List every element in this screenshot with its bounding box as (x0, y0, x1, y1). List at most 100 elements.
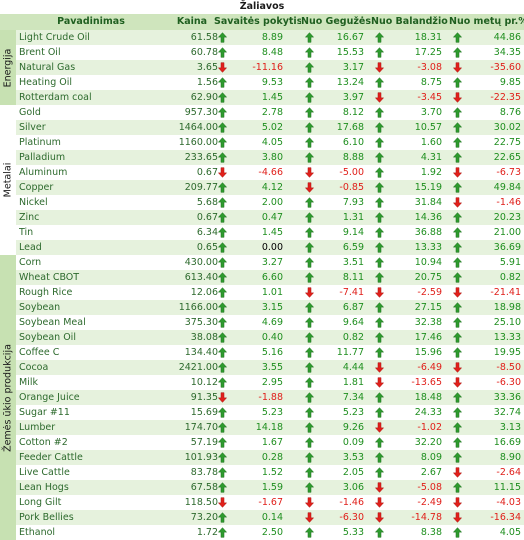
arrow-up-icon (216, 45, 228, 60)
arrow-up-icon (216, 360, 228, 375)
commodity-price: 430.00 (184, 257, 218, 268)
arrow-up-icon (216, 150, 228, 165)
arrow-up-icon (303, 30, 315, 45)
arrow-up-icon (373, 105, 385, 120)
arrow-up-icon (216, 480, 228, 495)
arrow-up-icon (216, 450, 228, 465)
arrow-up-icon (451, 135, 463, 150)
change-april: -1.02 (417, 422, 442, 433)
change-week: 14.18 (255, 422, 283, 433)
arrow-up-icon (303, 150, 315, 165)
arrow-up-icon (373, 345, 385, 360)
change-may: 3.17 (342, 62, 364, 73)
commodity-price: 83.78 (190, 467, 218, 478)
change-ytd: 22.75 (493, 137, 521, 148)
change-ytd: -8.50 (496, 362, 521, 373)
change-april: 10.94 (414, 257, 442, 268)
arrow-up-icon (451, 75, 463, 90)
arrow-down-icon (451, 510, 463, 525)
commodity-price: 6.34 (196, 227, 218, 238)
arrow-up-icon (373, 210, 385, 225)
commodity-name: Live Cattle (19, 467, 70, 478)
commodity-price: 57.19 (190, 437, 218, 448)
table-row: Wheat CBOT 613.40 6.60 8.11 20.75 0.82 (16, 270, 524, 285)
change-may: 6.87 (342, 302, 364, 313)
commodity-price: 134.40 (184, 347, 218, 358)
change-ytd: 20.23 (493, 212, 521, 223)
change-april: -6.49 (417, 362, 442, 373)
change-april: 27.15 (414, 302, 442, 313)
header-row: Pavadinimas Kaina Savaitės pokytis % Nuo… (0, 14, 524, 30)
commodity-price: 375.30 (184, 317, 218, 328)
change-week: 4.12 (261, 182, 283, 193)
arrow-up-icon (373, 315, 385, 330)
change-may: 4.44 (342, 362, 364, 373)
arrow-down-icon (216, 165, 228, 180)
commodity-name: Silver (19, 122, 46, 133)
commodity-name: Gold (19, 107, 41, 118)
change-may: -1.46 (339, 497, 364, 508)
change-week: 1.45 (261, 92, 283, 103)
commodity-name: Milk (19, 377, 38, 388)
table-row: Palladium 233.65 3.80 8.88 4.31 22.65 (16, 150, 524, 165)
commodity-name: Rough Rice (19, 287, 73, 298)
change-may: 2.05 (342, 467, 364, 478)
arrow-up-icon (216, 315, 228, 330)
arrow-up-icon (303, 120, 315, 135)
change-week: 0.40 (261, 332, 283, 343)
commodity-name: Lumber (19, 422, 56, 433)
change-ytd: -16.34 (490, 512, 521, 523)
commodity-price: 5.68 (196, 197, 218, 208)
change-may: 7.34 (342, 392, 364, 403)
change-april: 18.31 (414, 32, 442, 43)
change-ytd: 36.69 (493, 242, 521, 253)
arrow-up-icon (303, 240, 315, 255)
arrow-up-icon (303, 210, 315, 225)
arrow-up-icon (216, 405, 228, 420)
change-april: -3.08 (417, 62, 442, 73)
arrow-up-icon (451, 180, 463, 195)
category-label: Energija (2, 48, 14, 87)
change-ytd: 22.65 (493, 152, 521, 163)
change-week: 0.00 (261, 242, 283, 253)
change-may: 9.26 (342, 422, 364, 433)
change-may: 9.64 (342, 317, 364, 328)
change-april: 10.57 (414, 122, 442, 133)
change-ytd: 44.86 (493, 32, 521, 43)
change-april: 14.36 (414, 212, 442, 223)
change-ytd: 3.13 (499, 422, 521, 433)
sheet-title: Žaliavos (239, 1, 285, 12)
change-may: 6.10 (342, 137, 364, 148)
arrow-up-icon (451, 330, 463, 345)
arrow-up-icon (373, 30, 385, 45)
change-week: 3.27 (261, 257, 283, 268)
arrow-up-icon (303, 270, 315, 285)
arrow-up-icon (373, 525, 385, 540)
table-row: Nickel 5.68 2.00 7.93 31.84 -1.46 (16, 195, 524, 210)
arrow-up-icon (373, 450, 385, 465)
arrow-down-icon (373, 90, 385, 105)
change-ytd: 25.10 (493, 317, 521, 328)
change-may: 1.81 (342, 377, 364, 388)
arrow-up-icon (451, 345, 463, 360)
arrow-up-icon (373, 165, 385, 180)
table-row: Orange Juice 91.35 -1.88 7.34 18.48 33.36 (16, 390, 524, 405)
commodity-price: 1.72 (196, 527, 218, 538)
change-may: 7.93 (342, 197, 364, 208)
arrow-down-icon (303, 165, 315, 180)
change-week: -11.16 (252, 62, 283, 73)
change-may: 5.23 (342, 407, 364, 418)
commodity-price: 38.08 (190, 332, 218, 343)
change-may: 8.12 (342, 107, 364, 118)
table-row: Corn 430.00 3.27 3.51 10.94 5.91 (16, 255, 524, 270)
change-ytd: -21.41 (490, 287, 521, 298)
arrow-down-icon (451, 60, 463, 75)
arrow-up-icon (216, 105, 228, 120)
arrow-up-icon (451, 30, 463, 45)
commodity-name: Heating Oil (19, 77, 73, 88)
table-row: Silver 1464.00 5.02 17.68 10.57 30.02 (16, 120, 524, 135)
change-ytd: 49.84 (493, 182, 521, 193)
table-row: Tin 6.34 1.45 9.14 36.88 21.00 (16, 225, 524, 240)
change-may: -0.85 (339, 182, 364, 193)
commodity-name: Soybean (19, 302, 61, 313)
